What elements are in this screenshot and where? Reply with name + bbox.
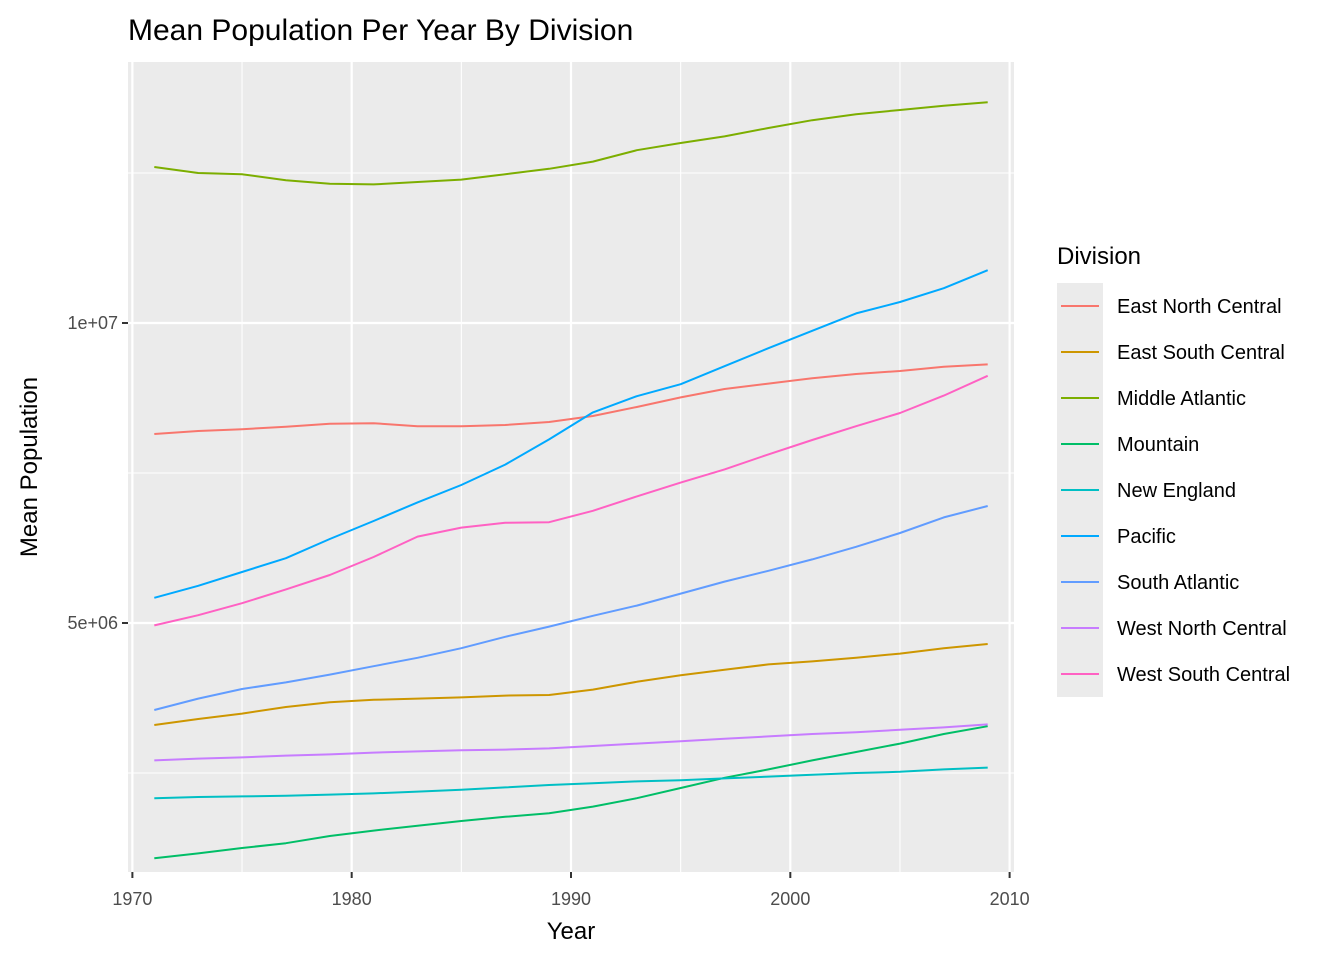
series-line-east-south-central [154,643,988,726]
legend-title: Division [1057,243,1141,270]
major-gridlines [128,62,1014,872]
x-tick-label: 1990 [551,889,591,909]
y-tick-label: 1e+07 [67,313,118,333]
legend-label-middle-atlantic: Middle Atlantic [1117,388,1246,410]
series-line-middle-atlantic [154,101,988,186]
legend-label-pacific: Pacific [1117,526,1176,548]
x-axis: 1970 1980 1990 2000 2010 [112,872,1030,909]
y-axis: 5e+06 1e+07 [67,313,128,633]
series-line-mountain [154,725,988,860]
legend-label-south-atlantic: South Atlantic [1117,572,1239,594]
series-line-new-england [154,766,988,800]
series-line-east-north-central [154,363,988,435]
legend-label-east-south-central: East South Central [1117,342,1285,364]
legend: Division East North Central East South Ce… [1057,243,1290,697]
series-line-west-south-central [154,374,989,627]
y-tick-label: 5e+06 [67,613,118,633]
y-axis-title: Mean Population [16,377,43,557]
legend-label-mountain: Mountain [1117,434,1199,456]
x-tick-label: 1970 [112,889,152,909]
series-lines [154,101,989,860]
legend-label-new-england: New England [1117,480,1236,502]
series-line-pacific [154,269,989,599]
legend-label-west-north-central: West North Central [1117,618,1287,640]
series-line-west-north-central [154,723,988,762]
series-line-south-atlantic [154,505,988,711]
legend-label-east-north-central: East North Central [1117,296,1282,318]
chart-title: Mean Population Per Year By Division [128,14,633,47]
x-tick-label: 2010 [990,889,1030,909]
x-tick-label: 1980 [332,889,372,909]
x-axis-title: Year [547,918,596,945]
legend-label-west-south-central: West South Central [1117,664,1290,686]
x-tick-label: 2000 [770,889,810,909]
